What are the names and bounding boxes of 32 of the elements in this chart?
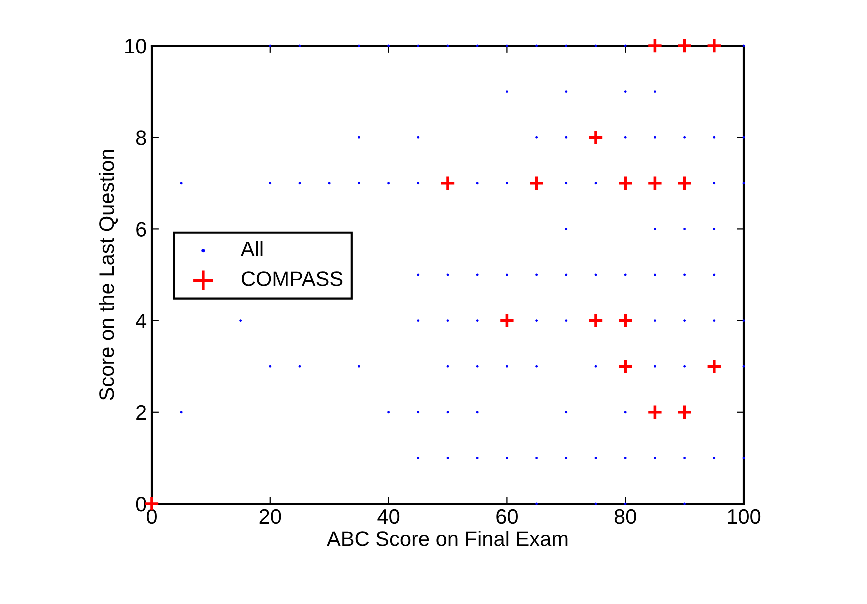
point [706, 358, 722, 375]
point [618, 358, 634, 375]
y-tick-label: 2 [136, 405, 146, 420]
point [618, 312, 634, 329]
y-tick-label: 0 [136, 497, 146, 512]
y-axis-title: Score on the Last Question [98, 150, 118, 400]
point [618, 175, 634, 192]
point [676, 175, 693, 192]
point [676, 38, 693, 54]
point [647, 175, 664, 192]
y-tick-label: 4 [136, 314, 147, 328]
legend-label: COMPASS [242, 272, 343, 286]
legend-label: All [240, 241, 263, 256]
point [647, 404, 664, 420]
x-tick-label: 80 [614, 509, 636, 524]
x-tick-label: 60 [496, 509, 518, 524]
point [499, 312, 516, 329]
x-tick-label: 100 [728, 509, 761, 524]
y-tick-label: 6 [136, 222, 146, 237]
x-tick-label: 40 [378, 509, 400, 524]
point [647, 38, 664, 54]
y-tick-label: 10 [126, 39, 146, 54]
point [706, 38, 722, 54]
x-axis-title: ABC Score on Final Exam [327, 531, 568, 546]
x-tick-label: 0 [147, 509, 157, 524]
y-tick-label: 8 [136, 130, 146, 146]
point [440, 175, 456, 192]
x-tick-label: 20 [260, 509, 282, 524]
point [588, 312, 604, 329]
point [676, 404, 693, 420]
point [528, 175, 545, 192]
point [588, 130, 604, 146]
